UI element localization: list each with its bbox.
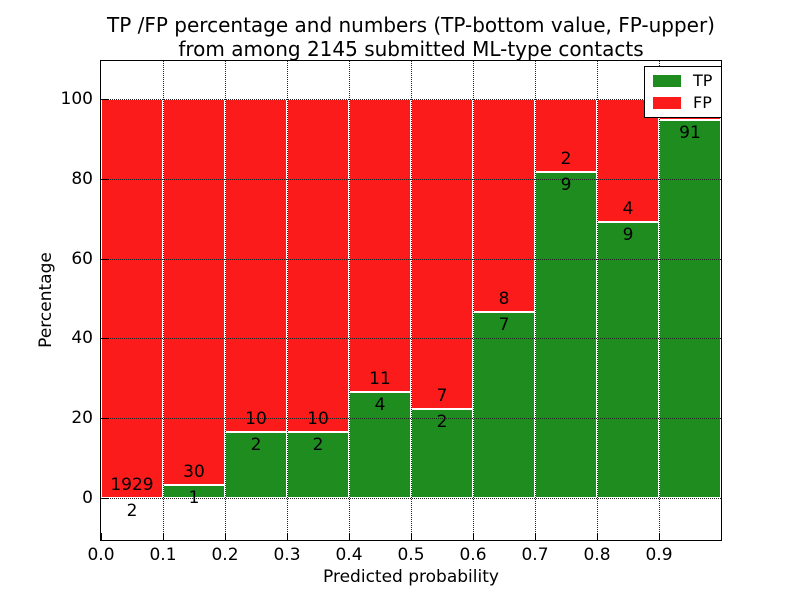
y-tick <box>102 418 109 420</box>
chart-title: TP /FP percentage and numbers (TP-bottom… <box>101 13 721 61</box>
chart-title-line-2: from among 2145 submitted ML-type contac… <box>178 37 644 61</box>
bar-fp-segment <box>473 99 535 312</box>
x-axis-label: Predicted probability <box>323 567 499 587</box>
y-tick-label: 100 <box>60 89 93 109</box>
x-tick <box>287 533 288 540</box>
gridline-vertical <box>225 61 226 540</box>
x-tick <box>101 533 102 540</box>
legend: TP FP <box>644 66 723 118</box>
tp-count-label: 91 <box>679 122 701 143</box>
fp-count-label: 1929 <box>110 474 154 495</box>
bar-tp-segment <box>535 171 597 498</box>
legend-label-fp: FP <box>693 93 712 112</box>
x-tick-label: 0.3 <box>273 545 301 565</box>
x-tick <box>535 533 536 540</box>
gridline-vertical <box>287 61 288 540</box>
x-tick <box>597 533 598 540</box>
fp-count-label: 10 <box>245 408 267 429</box>
fp-count-label: 10 <box>307 408 329 429</box>
bar-tp-segment <box>597 221 659 498</box>
x-tick-label: 0.2 <box>211 545 239 565</box>
bar-fp-segment <box>411 99 473 410</box>
y-tick <box>102 178 109 180</box>
bar-tp-segment <box>225 431 287 498</box>
tp-count-label: 9 <box>560 174 572 195</box>
x-tick-label: 0.6 <box>459 545 487 565</box>
x-tick-label: 0.9 <box>645 545 673 565</box>
bar-fp-segment <box>101 99 163 498</box>
y-tick <box>102 258 109 260</box>
legend-row-tp: TP <box>653 73 712 89</box>
fp-count-label: 2 <box>560 148 572 169</box>
bar-fp-segment <box>349 99 411 392</box>
x-tick <box>163 533 164 540</box>
legend-row-fp: FP <box>653 95 712 111</box>
fp-count-label: 4 <box>622 198 634 219</box>
legend-swatch-tp <box>653 75 681 87</box>
y-tick-label: 0 <box>82 488 93 508</box>
fp-count-label: 7 <box>436 386 448 407</box>
tp-count-label: 2 <box>312 434 324 455</box>
tp-count-label: 9 <box>622 224 634 245</box>
y-tick-label: 20 <box>71 408 93 429</box>
y-tick <box>102 498 109 499</box>
y-tick-label: 80 <box>71 168 93 189</box>
gridline-vertical <box>535 61 536 540</box>
fp-count-label: 11 <box>369 368 391 389</box>
y-tick-label: 40 <box>71 328 93 349</box>
x-tick-label: 0.7 <box>521 545 549 565</box>
x-tick-label: 0.0 <box>87 545 115 565</box>
tp-count-label: 4 <box>374 394 386 415</box>
bar-fp-segment <box>225 99 287 432</box>
bar-fp-segment <box>287 99 349 432</box>
fp-count-label: 8 <box>498 288 510 309</box>
bar-fp-segment <box>535 99 597 172</box>
gridline-vertical <box>163 61 164 540</box>
bar-tp-segment <box>349 391 411 498</box>
y-tick-label: 60 <box>71 248 93 269</box>
legend-label-tp: TP <box>693 71 713 90</box>
x-tick-label: 0.5 <box>397 545 425 565</box>
tp-count-label: 2 <box>250 434 262 455</box>
x-tick <box>411 533 412 540</box>
y-tick <box>102 99 109 100</box>
x-tick <box>473 533 474 540</box>
y-tick <box>102 338 109 340</box>
legend-swatch-fp <box>653 97 681 109</box>
gridline-vertical <box>659 61 660 540</box>
bar-fp-segment <box>163 99 225 486</box>
x-tick-label: 0.4 <box>335 545 363 565</box>
gridline-vertical <box>597 61 598 540</box>
gridline-vertical <box>349 61 350 540</box>
bar-tp-segment <box>287 431 349 498</box>
tp-count-label: 7 <box>498 314 510 335</box>
x-tick-label: 0.8 <box>583 545 611 565</box>
fp-count-label: 30 <box>183 462 205 483</box>
gridline-vertical <box>411 61 412 540</box>
x-tick <box>659 533 660 540</box>
bar-tp-segment <box>411 409 473 498</box>
chart-title-line-1: TP /FP percentage and numbers (TP-bottom… <box>107 13 715 37</box>
bar-tp-segment <box>659 119 721 498</box>
tp-count-label: 2 <box>436 412 448 433</box>
x-tick <box>349 533 350 540</box>
tp-count-label: 2 <box>126 500 138 521</box>
tp-count-label: 1 <box>188 488 200 509</box>
x-tick <box>721 533 722 540</box>
x-tick <box>225 533 226 540</box>
bar-tp-segment <box>473 311 535 498</box>
gridline-vertical <box>473 61 474 540</box>
x-tick-label: 0.1 <box>149 545 177 565</box>
